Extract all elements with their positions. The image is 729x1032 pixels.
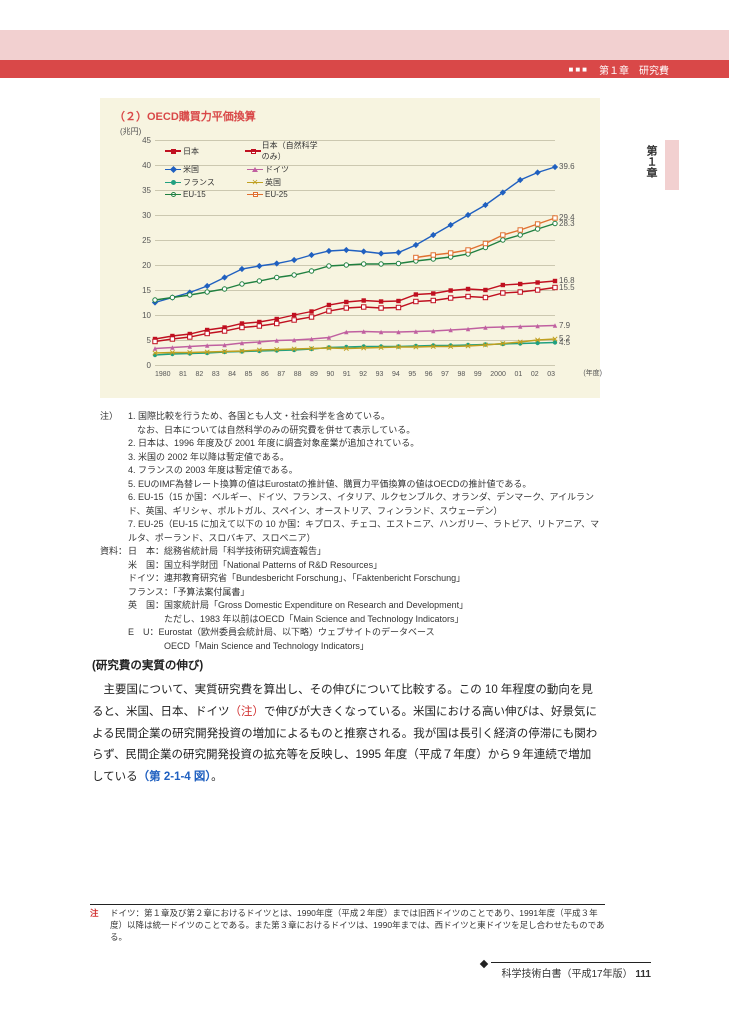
x-tick-label: 95 — [408, 371, 416, 378]
x-tick-label: 02 — [531, 371, 539, 378]
legend-item: EU-15 — [165, 190, 243, 199]
legend-label: フランス — [183, 177, 215, 188]
footer-diamond-icon — [480, 960, 488, 968]
x-tick-label: 87 — [277, 371, 285, 378]
footnote-marker: 注 — [90, 908, 110, 944]
chart-legend: 日本 日本（自然科学のみ） 米国 ドイツフランス ✕英国 EU-15 EU-25 — [165, 140, 325, 199]
legend-item: フランス — [165, 177, 243, 188]
x-tick-label: 82 — [196, 371, 204, 378]
x-tick-label: 90 — [327, 371, 335, 378]
y-tick-label: 15 — [133, 286, 151, 295]
x-tick-label: 98 — [458, 371, 466, 378]
footnote-text: ドイツ：第１章及び第２章におけるドイツとは、1990年度（平成２年度）までは旧西… — [110, 908, 605, 944]
legend-label: ドイツ — [265, 164, 289, 175]
y-tick-label: 25 — [133, 236, 151, 245]
side-tab-label: 第１章 — [643, 145, 659, 178]
legend-label: EU-25 — [265, 190, 288, 199]
legend-item: 日本 — [165, 140, 243, 162]
x-tick-label: 99 — [474, 371, 482, 378]
x-tick-label: 96 — [425, 371, 433, 378]
x-tick-label: 01 — [514, 371, 522, 378]
series-end-label: 4.5 — [559, 338, 570, 347]
legend-item: 日本（自然科学のみ） — [247, 140, 325, 162]
x-tick-label: 03 — [547, 371, 555, 378]
chart-box: （２）OECD購買力平価換算 (兆円) 051015202530354045 日… — [100, 98, 600, 398]
x-tick-label: 2000 — [490, 371, 506, 378]
chapter-title: 第１章 研究費 — [599, 62, 669, 77]
note-marker: （注） — [230, 706, 265, 718]
legend-item: ドイツ — [247, 164, 325, 175]
x-tick-label: 92 — [359, 371, 367, 378]
series-end-label: 39.6 — [559, 162, 575, 171]
chart-title: （２）OECD購買力平価換算 — [114, 108, 590, 124]
legend-label: 米国 — [183, 164, 199, 175]
x-tick-label: 91 — [343, 371, 351, 378]
x-tick-label: 1980 — [155, 371, 171, 378]
chart-area: (兆円) 051015202530354045 日本日本（自然科学のみ）米国ドイ… — [130, 130, 590, 390]
footer-text: 科学技術白書（平成17年版） — [502, 969, 633, 980]
legend-item: 米国 — [165, 164, 243, 175]
y-tick-label: 45 — [133, 136, 151, 145]
paragraph: 主要国について、実質研究費を算出し、その伸びについて比較する。この 10 年程度… — [92, 680, 602, 789]
figure-ref: （第 2-1-4 図） — [138, 771, 212, 783]
body-text: (研究費の実質の伸び) 主要国について、実質研究費を算出し、その伸びについて比較… — [92, 656, 602, 789]
legend-item: EU-25 — [247, 190, 325, 199]
x-tick-label: 94 — [392, 371, 400, 378]
x-axis: 1980 81 82 83 84 85 86 87 88 89 90 91 92 93 94 95 96 97 98… — [155, 371, 555, 378]
x-axis-unit: (年度) — [583, 368, 602, 378]
y-tick-label: 10 — [133, 311, 151, 320]
page-number: 111 — [635, 969, 651, 980]
series-end-label: 28.3 — [559, 219, 575, 228]
y-tick-label: 20 — [133, 261, 151, 270]
legend-label: 英国 — [265, 177, 281, 188]
page-footer: 科学技術白書（平成17年版） 111 — [491, 962, 651, 980]
x-tick-label: 85 — [245, 371, 253, 378]
x-tick-label: 93 — [376, 371, 384, 378]
x-tick-label: 97 — [441, 371, 449, 378]
section-heading: (研究費の実質の伸び) — [92, 656, 602, 678]
side-tab — [665, 140, 679, 190]
chart-notes: 注）1. 国際比較を行うため、各国とも人文・社会科学を含めている。 なお、日本に… — [100, 410, 600, 653]
series-end-label: 7.9 — [559, 321, 570, 330]
legend-label: 日本 — [183, 146, 199, 157]
series-end-label: 15.5 — [559, 283, 575, 292]
header-dots: ■■■ — [569, 65, 590, 74]
x-tick-label: 86 — [261, 371, 269, 378]
y-tick-label: 35 — [133, 186, 151, 195]
y-tick-label: 30 — [133, 211, 151, 220]
footnote: 注 ドイツ：第１章及び第２章におけるドイツとは、1990年度（平成２年度）までは… — [90, 904, 605, 944]
y-tick-label: 40 — [133, 161, 151, 170]
chapter-header: ■■■ 第１章 研究費 — [0, 60, 729, 78]
x-tick-label: 84 — [228, 371, 236, 378]
x-tick-label: 88 — [294, 371, 302, 378]
y-tick-label: 0 — [133, 361, 151, 370]
legend-item: ✕英国 — [247, 177, 325, 188]
y-tick-label: 5 — [133, 336, 151, 345]
x-tick-label: 83 — [212, 371, 220, 378]
x-tick-label: 89 — [310, 371, 318, 378]
top-band — [0, 30, 729, 60]
x-tick-label: 81 — [179, 371, 187, 378]
body-period: 。 — [211, 771, 223, 783]
legend-label: EU-15 — [183, 190, 206, 199]
legend-label: 日本（自然科学のみ） — [262, 140, 325, 162]
